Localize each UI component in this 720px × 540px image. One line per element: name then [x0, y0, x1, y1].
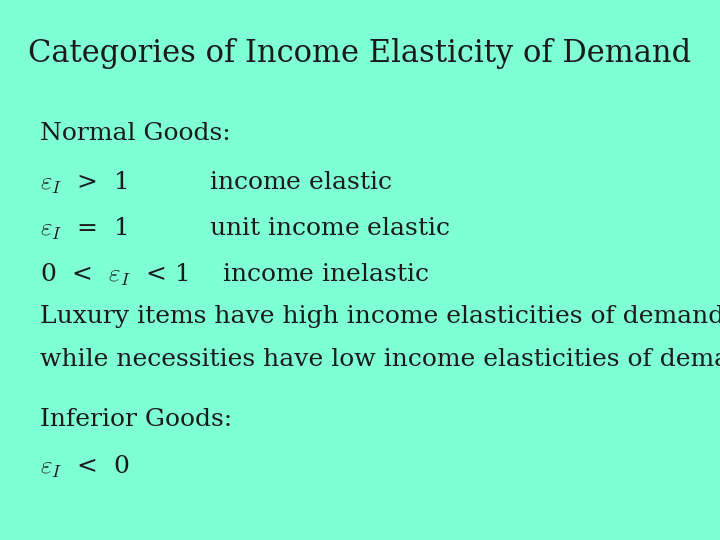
Text: while necessities have low income elasticities of demand.: while necessities have low income elasti…: [40, 348, 720, 372]
Text: Normal Goods:: Normal Goods:: [40, 122, 230, 145]
Text: $\varepsilon_I$  <  0: $\varepsilon_I$ < 0: [40, 454, 130, 480]
Text: 0  <  $\varepsilon_I$  < 1    income inelastic: 0 < $\varepsilon_I$ < 1 income inelastic: [40, 262, 429, 288]
Text: $\varepsilon_I$  >  1          income elastic: $\varepsilon_I$ > 1 income elastic: [40, 170, 392, 197]
Text: Categories of Income Elasticity of Demand: Categories of Income Elasticity of Deman…: [28, 38, 692, 69]
Text: Inferior Goods:: Inferior Goods:: [40, 408, 232, 431]
Text: Luxury items have high income elasticities of demand,: Luxury items have high income elasticiti…: [40, 305, 720, 328]
Text: $\varepsilon_I$  =  1          unit income elastic: $\varepsilon_I$ = 1 unit income elastic: [40, 216, 450, 242]
